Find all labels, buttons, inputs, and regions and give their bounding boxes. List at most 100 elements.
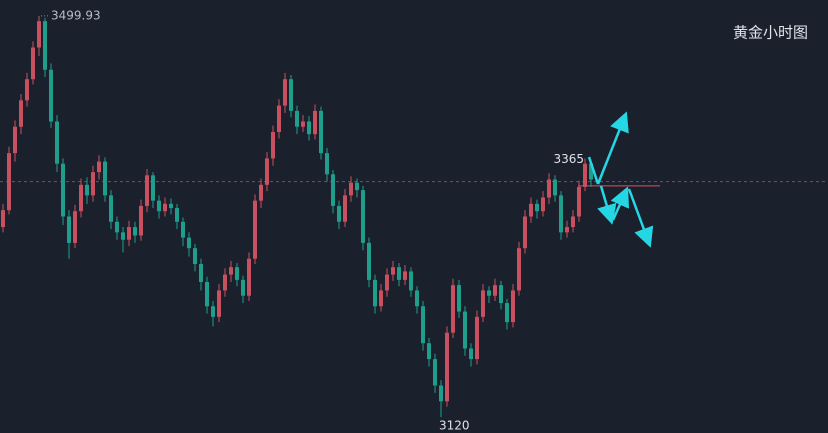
candle-body xyxy=(181,221,185,238)
candle-body xyxy=(229,267,233,275)
candle-body xyxy=(391,267,395,275)
candle-body xyxy=(97,161,101,173)
candle-body xyxy=(55,121,59,164)
candle-body xyxy=(277,105,281,133)
candle-body xyxy=(469,348,473,360)
candle-body xyxy=(67,216,71,243)
candle-body xyxy=(559,195,563,233)
arrow xyxy=(587,156,600,185)
candle-body xyxy=(259,184,263,201)
candle-body xyxy=(265,158,269,185)
candle-body xyxy=(325,153,329,175)
candle-body xyxy=(397,267,401,280)
candle-body xyxy=(451,285,455,333)
candle-body xyxy=(445,332,449,402)
candle-body xyxy=(193,248,197,265)
candle-body xyxy=(223,274,227,291)
candle-body xyxy=(565,227,569,233)
candle-body xyxy=(355,182,359,191)
candle-body xyxy=(205,281,209,307)
candle-body xyxy=(19,100,23,127)
low-label: 3120 xyxy=(439,419,470,433)
candle-body xyxy=(235,267,239,280)
candle-body xyxy=(37,21,41,48)
candle-body xyxy=(247,258,251,296)
candle-body xyxy=(553,179,557,196)
candle-body xyxy=(535,203,539,212)
candle-body xyxy=(511,290,515,323)
candle-body xyxy=(133,227,137,236)
candle-body xyxy=(103,161,107,196)
candle-body xyxy=(487,290,491,296)
candle-body xyxy=(109,195,113,222)
candle-body xyxy=(175,208,179,222)
candle-body xyxy=(283,79,287,106)
candle-body xyxy=(319,110,323,154)
candle-body xyxy=(295,110,299,127)
candle-body xyxy=(157,200,161,212)
candle-body xyxy=(415,290,419,307)
candle-body xyxy=(331,174,335,206)
candle-body xyxy=(73,211,77,243)
chart-title: 黄金小时图 xyxy=(733,24,808,42)
candle-body xyxy=(85,184,89,196)
candle-body xyxy=(403,271,407,280)
candle-body xyxy=(463,311,467,349)
drawn-arrows xyxy=(587,111,654,248)
candle-body xyxy=(547,179,551,198)
price-label: 3365 xyxy=(553,152,584,166)
candle-body xyxy=(583,163,587,187)
candle-body xyxy=(13,126,17,154)
candle-body xyxy=(349,182,353,196)
candle-body xyxy=(367,242,371,280)
candle-body xyxy=(199,264,203,282)
candle-body xyxy=(475,316,479,360)
candle-body xyxy=(505,303,509,323)
candle-body xyxy=(517,248,521,291)
candle-body xyxy=(337,205,341,222)
candle-body xyxy=(541,197,545,212)
candle-body xyxy=(115,221,119,233)
candle-body xyxy=(289,79,293,111)
candle-body xyxy=(31,47,35,80)
candle-body xyxy=(457,285,461,312)
candle-body xyxy=(577,186,581,217)
candle-body xyxy=(421,306,425,344)
candle-body xyxy=(433,359,437,386)
candle-body xyxy=(49,69,53,122)
high-label: 3499.93 xyxy=(51,8,101,22)
candle-body xyxy=(499,285,503,304)
candle-body xyxy=(61,163,65,217)
candle-body xyxy=(217,290,221,317)
candle-body xyxy=(427,343,431,360)
candle-body xyxy=(523,216,527,249)
candle-body xyxy=(529,203,533,217)
candle-body xyxy=(343,195,347,222)
arrow xyxy=(597,185,617,225)
candle-body xyxy=(439,385,443,402)
candle-body xyxy=(481,290,485,317)
candle-body xyxy=(139,205,143,236)
candle-body xyxy=(571,216,575,228)
candle-body xyxy=(241,279,245,296)
candle-body xyxy=(589,163,593,180)
candle-body xyxy=(151,175,155,201)
candle-body xyxy=(385,274,389,291)
candle-body xyxy=(25,79,29,101)
candle-body xyxy=(493,285,497,296)
candle-body xyxy=(301,121,305,127)
candle-body xyxy=(127,227,131,240)
arrow xyxy=(627,188,654,248)
candle-body xyxy=(43,21,47,70)
candle-body xyxy=(271,132,275,159)
candle-body xyxy=(313,110,317,135)
candle-body xyxy=(307,121,311,135)
candle-body xyxy=(373,279,377,307)
candle-body xyxy=(91,172,95,196)
arrow xyxy=(610,186,629,221)
candle-body xyxy=(169,203,173,209)
candle-body xyxy=(163,203,167,212)
